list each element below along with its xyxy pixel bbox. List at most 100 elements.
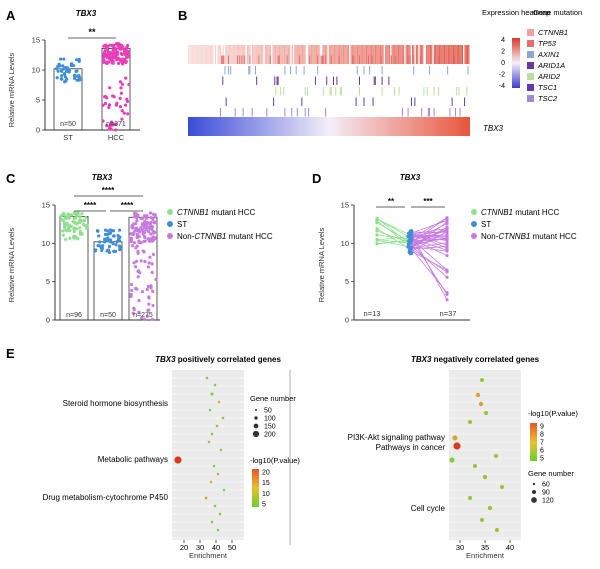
heatmap-cell-tp53 <box>227 55 229 64</box>
gene-legend-swatch-axin1 <box>527 51 534 58</box>
panel-a-point-hcc <box>126 112 130 116</box>
heatmap-cell-ctnnb1 <box>365 45 368 64</box>
heatmap-cell-tp53 <box>413 55 415 64</box>
expression-scale-label-1: 2 <box>501 49 505 56</box>
panel-e-right-title: TBX3 negatively correlated genes <box>411 355 540 364</box>
heatmap-cell-tp53 <box>407 55 409 64</box>
heatmap-cell-ctnnb1 <box>208 45 210 64</box>
heatmap-cell-tp53 <box>330 55 332 64</box>
panel-c-point-nonctnnb1 <box>145 314 150 318</box>
panel-a-point-st <box>72 63 76 68</box>
heatmap-cell-ctnnb1 <box>230 45 232 64</box>
heatmap-cell-ctnnb1 <box>340 45 342 64</box>
heatmap-cell-axin1 <box>227 66 229 75</box>
heatmap-cell-ctnnb1 <box>248 45 250 64</box>
heatmap-cell-ctnnb1 <box>446 45 448 64</box>
panel-a-xlabel-hcc: HCC <box>108 133 125 142</box>
panel-d-point-st <box>408 240 412 244</box>
heatmap-cell-tp53 <box>380 55 382 64</box>
heatmap-cell-ctnnb1 <box>441 45 443 64</box>
heatmap-cell-ctnnb1 <box>287 45 289 64</box>
panel-d-pair-line-nonctnnb1 <box>409 247 448 273</box>
panel-d-point-st <box>406 242 411 246</box>
panel-c-point-st <box>113 249 118 253</box>
heatmap-cell-ctnnb1 <box>401 45 403 64</box>
panel-c-point-ctnnb1 <box>81 219 85 223</box>
heatmap-cell-axin1 <box>413 66 415 75</box>
panel-d-pair-line-ctnnb1 <box>376 235 411 241</box>
heatmap-cell-tsc1 <box>225 97 227 106</box>
heatmap-cell-tsc1 <box>301 97 303 106</box>
heatmap-cell-ctnnb1 <box>243 45 245 64</box>
heatmap-cell-ctnnb1 <box>268 45 270 64</box>
heatmap-cell-ctnnb1 <box>272 45 274 64</box>
heatmap-cell-axin1 <box>467 66 469 75</box>
panel-d-point-nonctnnb1 <box>445 236 449 240</box>
heatmap-cell-ctnnb1 <box>376 45 378 64</box>
panel-a-ytick-label-3: 15 <box>32 36 40 45</box>
panel-a-point-hcc <box>122 49 127 53</box>
panel-c-point-ctnnb1 <box>65 214 69 218</box>
heatmap-cell-tp53 <box>371 55 373 64</box>
heatmap-cell-ctnnb1 <box>309 45 311 64</box>
heatmap-cell-arid2 <box>394 87 396 96</box>
heatmap-cell-arid2 <box>381 87 383 96</box>
heatmap-cell-ctnnb1 <box>304 45 306 64</box>
heatmap-cell-ctnnb1 <box>373 45 375 64</box>
heatmap-cell-tsc1 <box>451 97 453 106</box>
e-left-color-label-2: 10 <box>262 491 270 498</box>
panel-c-point-st <box>112 234 116 238</box>
panel-a-point-hcc <box>114 122 118 126</box>
e-right-color-bar <box>530 423 537 461</box>
panel-c-point-st <box>106 248 110 252</box>
panel-c-count-3: n=275 <box>133 312 153 319</box>
panel-d-pair-line-nonctnnb1 <box>409 246 448 252</box>
heatmap-cell-axin1 <box>248 66 250 75</box>
heatmap-cell-ctnnb1 <box>396 45 398 64</box>
heatmap-cell-arid1a <box>336 76 338 85</box>
panel-label-a: A <box>6 8 16 23</box>
expression-scale-label-3: -2 <box>499 72 505 79</box>
panel-c-count-1: n=96 <box>66 312 82 319</box>
heatmap-cell-ctnnb1 <box>212 45 214 64</box>
e-left-dot <box>219 448 223 452</box>
heatmap-cell-ctnnb1 <box>326 45 328 64</box>
e-right-size-title: Gene number <box>528 469 574 478</box>
heatmap-cell-arid2 <box>279 87 281 96</box>
heatmap-cell-ctnnb1 <box>299 45 301 64</box>
e-left-dot <box>217 400 221 404</box>
heatmap-cell-tp53 <box>458 55 460 64</box>
panel-a-point-hcc <box>120 109 124 113</box>
panel-c-count-2: n=50 <box>100 312 116 319</box>
heatmap-cell-tp53 <box>243 55 245 64</box>
e-left-dot <box>210 432 214 436</box>
panel-d-pair-line-nonctnnb1 <box>409 237 448 251</box>
heatmap-cell-ctnnb1 <box>291 45 293 64</box>
heatmap-cell-arid1a <box>276 76 278 85</box>
e-right-color-title: -log10(P.value) <box>528 409 578 418</box>
panel-d-point-nonctnnb1 <box>445 222 449 226</box>
panel-a-point-hcc <box>118 105 123 109</box>
heatmap-cell-ctnnb1 <box>382 45 384 64</box>
panel-c-point-nonctnnb1 <box>135 244 139 248</box>
panel-a-point-hcc <box>110 61 114 65</box>
heatmap-cell-ctnnb1 <box>240 45 242 64</box>
e-left-size-dot-1 <box>254 416 258 420</box>
panel-b-gene-label: TBX3 <box>483 124 504 133</box>
panel-c-point-st <box>93 249 98 253</box>
heatmap-cell-tp53 <box>241 55 243 64</box>
e-right-color-label-4: 5 <box>540 456 544 463</box>
heatmap-cell-ctnnb1 <box>296 45 298 64</box>
panel-c-point-nonctnnb1 <box>151 252 155 257</box>
panel-d-point-nonctnnb1 <box>445 244 449 249</box>
panel-c-point-nonctnnb1 <box>137 234 141 238</box>
e-right-color-label-2: 7 <box>540 440 544 447</box>
heatmap-cell-ctnnb1 <box>227 45 229 64</box>
heatmap-cell-ctnnb1 <box>381 45 383 64</box>
panel-a-point-hcc <box>119 59 124 63</box>
heatmap-cell-ctnnb1 <box>429 45 432 64</box>
heatmap-cell-ctnnb1 <box>395 45 397 64</box>
heatmap-cell-ctnnb1 <box>249 45 251 64</box>
gene-legend-label-tsc2: TSC2 <box>538 94 558 103</box>
panel-d-pair-line-nonctnnb1 <box>409 246 448 250</box>
